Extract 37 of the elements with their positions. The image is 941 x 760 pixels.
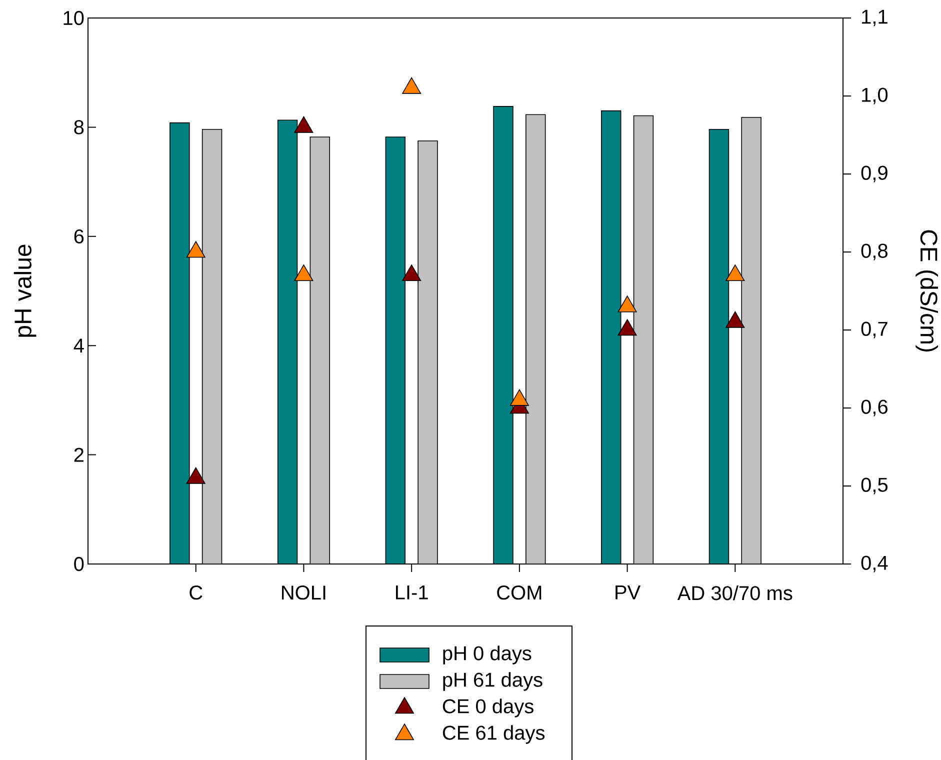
legend-label: pH 61 days: [443, 672, 542, 691]
y-tick-label: 4: [74, 338, 84, 352]
x-tick-label: NOLI: [282, 586, 326, 600]
y2-tick-label: 0,7: [861, 322, 888, 338]
legend-label: pH 0 days: [443, 646, 532, 664]
y2-tick-label: 0,5: [861, 478, 888, 494]
point: [186, 241, 206, 258]
point: [402, 77, 422, 94]
y-tick-label: 0: [74, 556, 84, 572]
y2-tick-label: 0,9: [861, 166, 888, 182]
point: [294, 116, 314, 133]
legend-label: CE 61 days: [442, 725, 545, 744]
point: [186, 467, 206, 484]
y2-tick-label: 0,4: [861, 556, 888, 572]
point: [726, 311, 745, 328]
point: [510, 389, 529, 406]
x-tick-label: COM: [497, 586, 542, 600]
x-tick-label: LI-1: [396, 586, 428, 600]
y2-tick-label: 1,0: [862, 88, 888, 104]
y2-tick-label: 0,8: [861, 244, 888, 260]
y-tick-label: 6: [74, 229, 84, 244]
y-tick-label: 10: [64, 10, 84, 26]
x-tick-label: C: [190, 586, 202, 600]
y-axis-title: pH value: [14, 244, 36, 337]
y2-tick-label: 1,1: [862, 10, 888, 26]
y2-tick-label: 0,6: [861, 400, 888, 416]
y2-axis-title: CE (dS/cm): [916, 230, 938, 352]
point: [618, 319, 637, 336]
x-tick-label: AD 30/70 ms: [677, 586, 792, 600]
point: [618, 296, 637, 312]
y-tick-label: 2: [74, 448, 84, 462]
legend-label: CE 0 days: [442, 698, 534, 718]
x-tick-label: PV: [616, 586, 641, 600]
point: [402, 264, 422, 282]
point: [294, 264, 314, 282]
point: [726, 264, 745, 282]
y-tick-label: 8: [74, 120, 84, 134]
